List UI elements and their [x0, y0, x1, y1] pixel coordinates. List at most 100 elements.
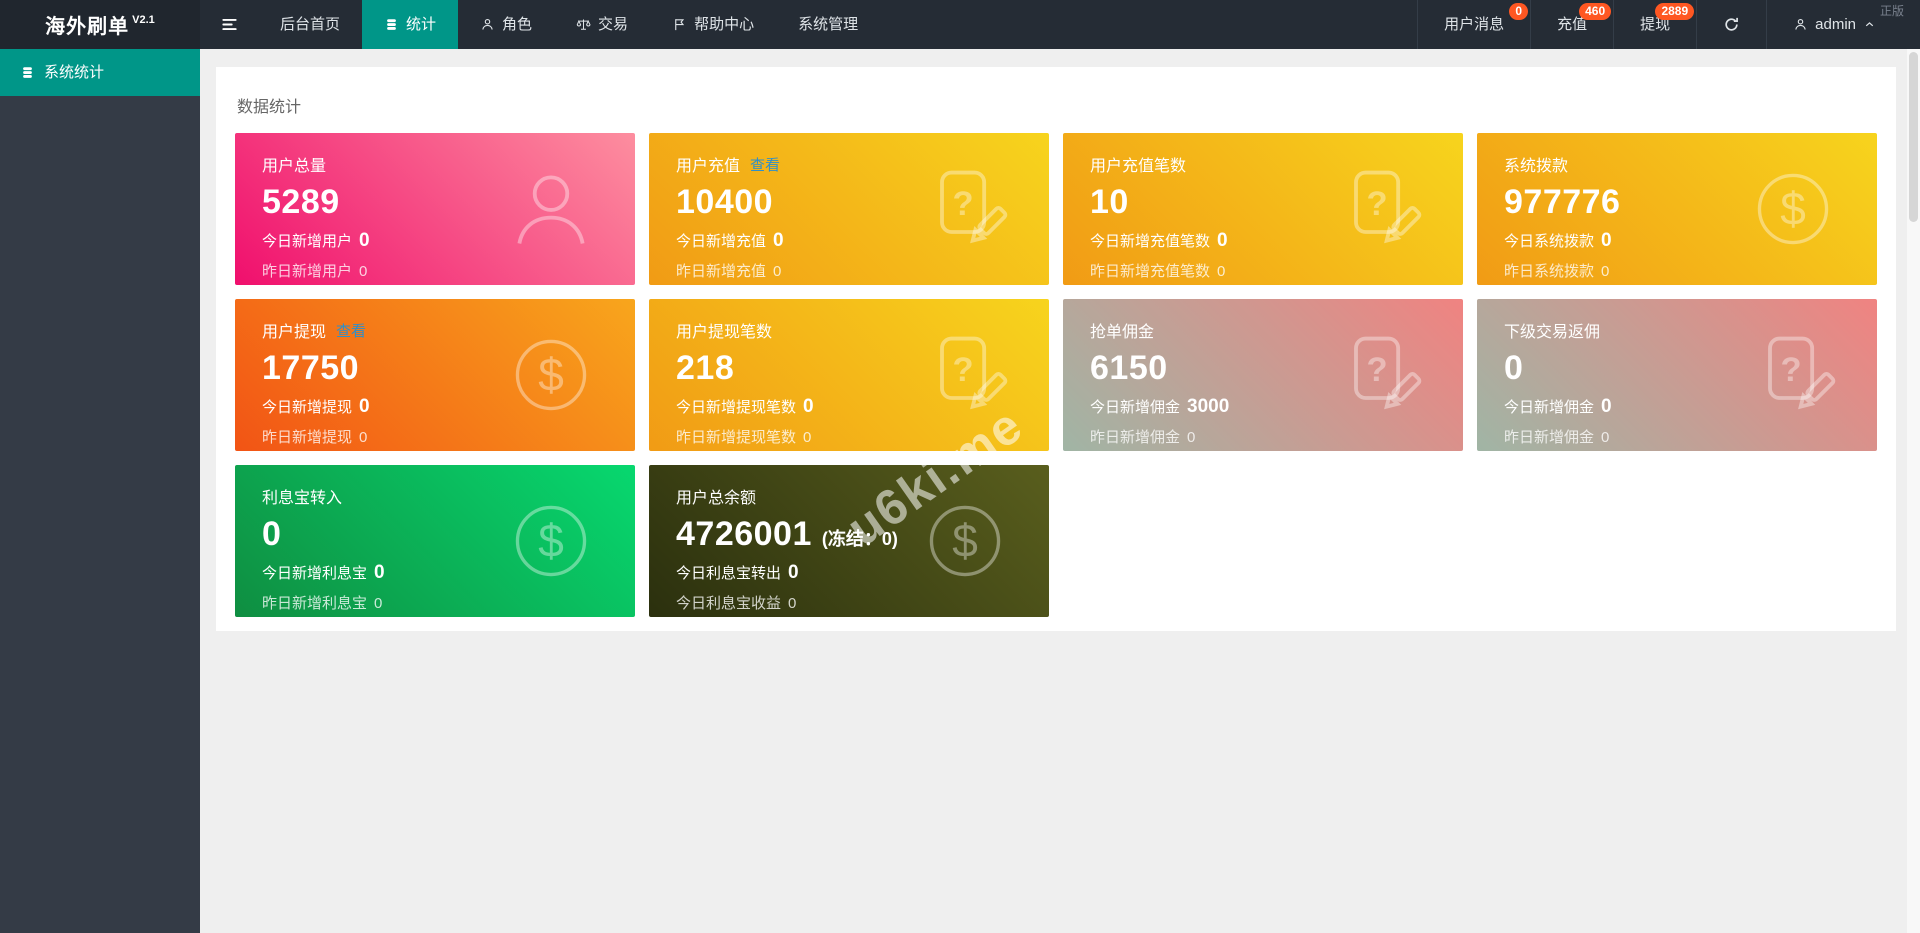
stat-line-label: 今日利息宝收益	[676, 595, 782, 612]
scrollbar[interactable]	[1907, 49, 1920, 933]
stat-line-label: 今日新增佣金	[1504, 399, 1595, 416]
stat-card-title: 系统拨款	[1504, 158, 1569, 175]
stat-line-value: 0	[359, 263, 368, 280]
collapse-menu-button[interactable]	[200, 0, 258, 49]
stat-line-label: 今日新增充值笔数	[1090, 233, 1211, 250]
database-icon	[20, 65, 35, 80]
menu-item-label: 帮助中心	[694, 16, 755, 33]
app-version: V2.1	[132, 13, 155, 26]
stat-line-value: 0	[1601, 230, 1612, 251]
stat-line-label: 今日利息宝转出	[676, 565, 782, 582]
license-tag: 正版	[1879, 4, 1904, 18]
stat-card-value: 0	[262, 515, 282, 553]
main-menu: 后台首页 统计 角色 交易 帮助中心 系统管理	[258, 0, 880, 49]
top-navbar: 海外刷单 V2.1 后台首页 统计 角色 交易	[0, 0, 1920, 49]
menu-item-label: 后台首页	[280, 16, 341, 33]
stat-card-total-users: 用户总量 5289 今日新增用户 0 昨日新增用户 0	[235, 133, 635, 285]
stat-line-value: 3000	[1187, 396, 1230, 417]
app-logo: 海外刷单 V2.1	[0, 0, 200, 49]
chevron-up-icon	[1863, 18, 1876, 31]
stat-line-value: 0	[773, 263, 782, 280]
stat-card-user-recharge: 用户充值 查看 10400 今日新增充值 0 昨日新增充值 0 ?	[649, 133, 1049, 285]
stat-line-value: 0	[1187, 429, 1196, 446]
stat-card-referral-rebate: 下级交易返佣 0 今日新增佣金 0 昨日新增佣金 0 ?	[1477, 299, 1877, 451]
stat-line-value: 0	[803, 429, 812, 446]
stat-line-label: 昨日新增充值	[676, 263, 767, 280]
stat-card-title: 下级交易返佣	[1504, 324, 1601, 341]
stat-line-label: 今日新增用户	[262, 233, 353, 250]
stat-card-recharge-count: 用户充值笔数 10 今日新增充值笔数 0 昨日新增充值笔数 0 ?	[1063, 133, 1463, 285]
menu-item-roles[interactable]: 角色	[458, 0, 554, 49]
stat-line-label: 昨日新增佣金	[1504, 429, 1595, 446]
stat-line-value: 0	[788, 562, 799, 583]
stat-line-value: 0	[773, 230, 784, 251]
view-link[interactable]: 查看	[336, 322, 367, 340]
withdraw-label: 提现	[1640, 16, 1671, 33]
menu-item-statistics[interactable]: 统计	[362, 0, 459, 49]
stat-card-withdraw-count: 用户提现笔数 218 今日新增提现笔数 0 昨日新增提现笔数 0 ?	[649, 299, 1049, 451]
user-messages-button[interactable]: 用户消息 0	[1417, 0, 1530, 49]
stat-card-value: 5289	[262, 183, 340, 221]
stat-card-title: 用户提现	[262, 324, 327, 341]
menu-item-system-management[interactable]: 系统管理	[776, 0, 880, 49]
panel-title: 数据统计	[237, 99, 302, 116]
stat-card-value: 10	[1090, 183, 1129, 221]
stat-line-value: 0	[359, 429, 368, 446]
menu-item-home[interactable]: 后台首页	[258, 0, 362, 49]
stat-card-order-commission: 抢单佣金 6150 今日新增佣金 3000 昨日新增佣金 0 ?	[1063, 299, 1463, 451]
user-messages-badge: 0	[1509, 3, 1529, 20]
stat-line-value: 0	[1217, 230, 1228, 251]
app-title: 海外刷单	[45, 16, 130, 38]
recharge-button[interactable]: 充值 460	[1530, 0, 1613, 49]
stat-line-value: 0	[1601, 396, 1612, 417]
stat-line-label: 今日新增提现	[262, 399, 353, 416]
stat-card-value: 6150	[1090, 349, 1168, 387]
stat-card-system-grants: 系统拨款 977776 今日系统拨款 0 昨日系统拨款 0 $	[1477, 133, 1877, 285]
withdraw-button[interactable]: 提现 2889	[1613, 0, 1696, 49]
recharge-badge: 460	[1579, 3, 1612, 20]
refresh-button[interactable]	[1696, 0, 1766, 49]
view-link[interactable]: 查看	[750, 156, 781, 174]
stat-card-title: 利息宝转入	[262, 490, 343, 507]
stat-line-value: 0	[359, 230, 370, 251]
menu-item-transactions[interactable]: 交易	[554, 0, 650, 49]
menu-item-label: 交易	[598, 16, 629, 33]
admin-user-menu[interactable]: admin	[1766, 0, 1902, 49]
stat-card-grid: 用户总量 5289 今日新增用户 0 昨日新增用户 0 用户充值 查看 10400 …	[216, 131, 1896, 643]
sidebar-item-system-statistics[interactable]: 系统统计	[0, 49, 200, 96]
stat-card-title: 用户充值笔数	[1090, 158, 1187, 175]
stat-line-value: 0	[1217, 263, 1226, 280]
stat-card-value: 4726001	[676, 515, 812, 553]
stat-card-total-balance: 用户总余额 4726001 (冻结：0) 今日利息宝转出 0 今日利息宝收益 0 $	[649, 465, 1049, 617]
navbar-right-group: 用户消息 0 充值 460 提现 2889 admin	[1417, 0, 1902, 49]
stat-line-label: 昨日新增利息宝	[262, 595, 368, 612]
stat-card-title: 用户提现笔数	[676, 324, 773, 341]
flag-icon	[672, 17, 687, 32]
stat-line-label: 昨日系统拨款	[1504, 263, 1595, 280]
stat-line-value: 0	[1601, 263, 1610, 280]
main-content: 数据统计 用户总量 5289 今日新增用户 0 昨日新增用户 0 用户充值 查看 1…	[200, 49, 1920, 933]
stat-line-label: 今日新增提现笔数	[676, 399, 797, 416]
database-icon	[384, 17, 399, 32]
stat-card-title: 用户充值	[676, 158, 741, 175]
scales-icon	[576, 17, 591, 32]
scrollbar-thumb[interactable]	[1909, 52, 1918, 222]
sidebar: 系统统计	[0, 49, 200, 933]
stat-card-title: 用户总量	[262, 158, 327, 175]
stat-card-value: 17750	[262, 349, 360, 387]
menu-item-label: 统计	[406, 16, 437, 33]
menu-item-label: 系统管理	[798, 16, 859, 33]
sidebar-item-label: 系统统计	[44, 64, 105, 81]
stat-line-value: 0	[374, 595, 383, 612]
stat-line-label: 昨日新增充值笔数	[1090, 263, 1211, 280]
frozen-amount: (冻结：0)	[821, 529, 898, 549]
stat-line-label: 今日系统拨款	[1504, 233, 1595, 250]
user-messages-label: 用户消息	[1444, 16, 1505, 33]
user-icon	[480, 17, 495, 32]
stat-card-title: 抢单佣金	[1090, 324, 1155, 341]
stat-line-value: 0	[788, 595, 797, 612]
stat-card-value: 0	[1504, 349, 1524, 387]
stat-line-value: 0	[803, 396, 814, 417]
recharge-label: 充值	[1557, 16, 1588, 33]
menu-item-help-center[interactable]: 帮助中心	[650, 0, 776, 49]
